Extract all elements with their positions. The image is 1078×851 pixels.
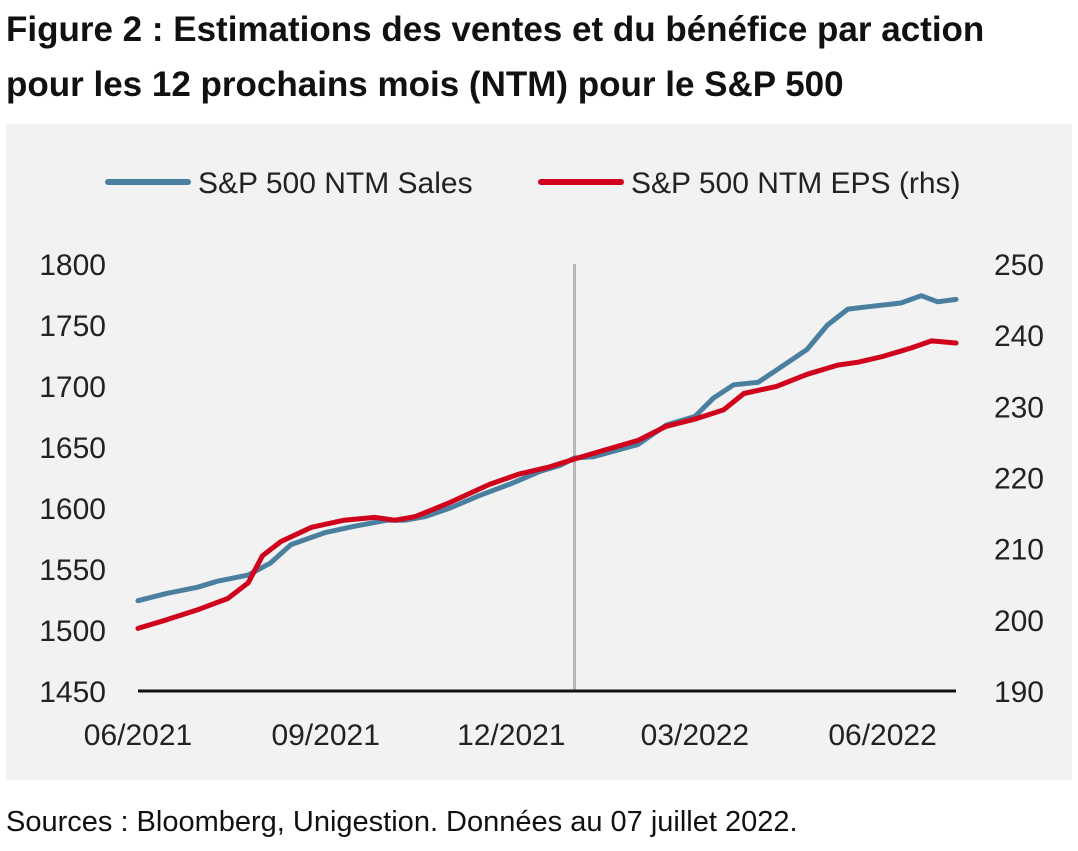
eps-series-line: [135, 338, 959, 631]
y-left-tick-label: 1500: [39, 615, 106, 648]
y-left-tick-label: 1800: [39, 249, 106, 282]
y-left-tick-label: 1550: [39, 554, 106, 587]
figure-title-line-2: pour les 12 prochains mois (NTM) pour le…: [6, 65, 844, 104]
line-chart: 1800 1750 1700 1650 1600 1550 1500 1450 250 240 23…: [39, 167, 1044, 752]
source-note: Sources : Bloomberg, Unigestion. Données…: [6, 806, 798, 838]
legend-label-sales: S&P 500 NTM Sales: [198, 167, 473, 200]
y-right-tick-label: 230: [994, 391, 1044, 424]
y-right-tick-label: 210: [994, 534, 1044, 567]
x-tick-label: 03/2022: [641, 719, 749, 752]
y-right-tick-label: 190: [994, 676, 1044, 709]
x-tick-label: 06/2021: [84, 719, 192, 752]
chart-panel: 1800 1750 1700 1650 1600 1550 1500 1450 250 240 23…: [6, 124, 1072, 780]
y-right-tick-label: 250: [994, 249, 1044, 282]
legend-label-eps: S&P 500 NTM EPS (rhs): [631, 167, 961, 200]
y-right-tick-label: 200: [994, 605, 1044, 638]
y-right-tick-label: 240: [994, 320, 1044, 353]
y-left-tick-label: 1700: [39, 371, 106, 404]
x-tick-label: 12/2021: [457, 719, 565, 752]
y-left-tick-label: 1750: [39, 310, 106, 343]
x-tick-label: 09/2021: [271, 719, 379, 752]
figure-title-line-1: Figure 2 : Estimations des ventes et du …: [6, 10, 985, 49]
y-right-tick-label: 220: [994, 463, 1044, 496]
x-tick-label: 06/2022: [828, 719, 936, 752]
y-left-tick-label: 1650: [39, 432, 106, 465]
figure-title: Figure 2 : Estimations des ventes et du …: [6, 2, 1076, 112]
y-left-tick-label: 1450: [39, 676, 106, 709]
y-left-tick-label: 1600: [39, 493, 106, 526]
